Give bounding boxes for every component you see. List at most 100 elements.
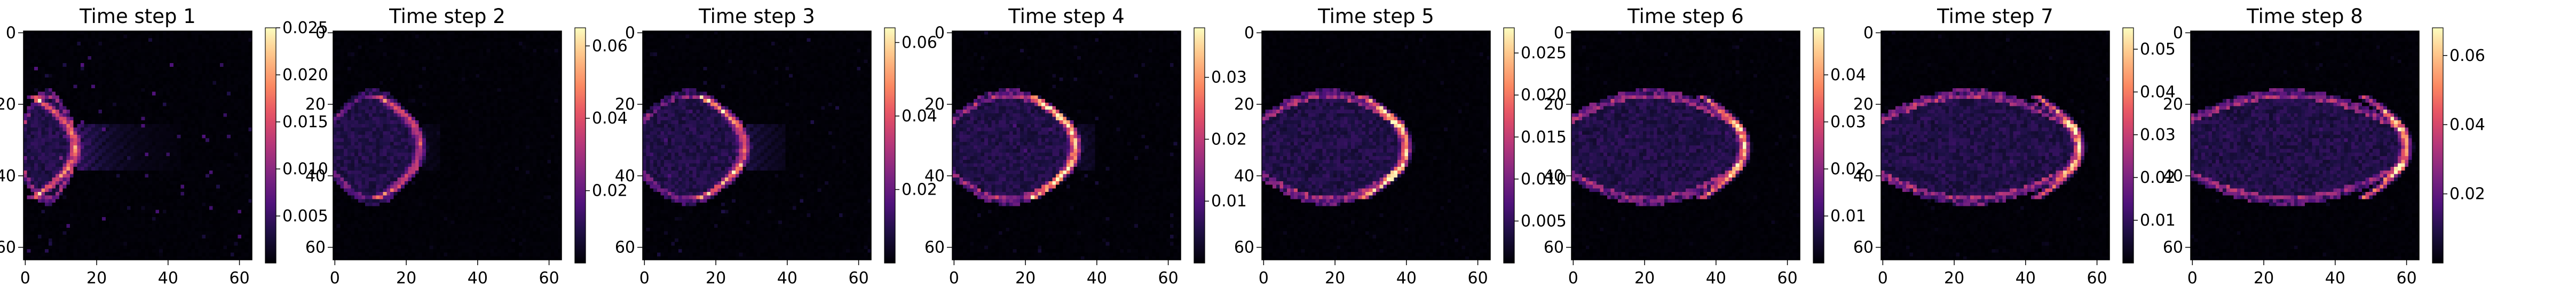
heatmap-cell xyxy=(220,224,224,228)
heatmap-cell xyxy=(472,60,476,64)
heatmap-cell xyxy=(138,110,141,113)
heatmap-cell xyxy=(430,78,433,81)
heatmap-cell xyxy=(113,56,116,60)
heatmap-cell xyxy=(177,217,181,221)
heatmap-cell xyxy=(433,45,437,49)
heatmap-cell xyxy=(195,110,199,113)
heatmap-cell xyxy=(216,253,220,257)
heatmap-cell xyxy=(38,210,42,213)
heatmap-cell xyxy=(216,235,220,238)
heatmap-cell xyxy=(49,217,52,221)
heatmap-cell xyxy=(180,84,184,88)
heatmap-cell xyxy=(501,60,504,64)
heatmap-cell xyxy=(202,203,206,206)
heatmap-cell xyxy=(41,245,45,249)
heatmap-cell xyxy=(131,113,135,117)
heatmap-cell xyxy=(362,63,366,67)
heatmap-cell xyxy=(30,163,34,167)
heatmap-cell xyxy=(70,95,74,99)
heatmap-cell xyxy=(120,188,124,192)
heatmap-cell xyxy=(123,245,127,249)
heatmap-cell xyxy=(195,238,199,242)
heatmap-cell xyxy=(152,78,156,81)
heatmap-cell xyxy=(209,210,213,213)
heatmap-cell xyxy=(77,113,81,117)
heatmap-cell xyxy=(220,145,224,149)
heatmap-cell xyxy=(170,174,173,178)
heatmap-cell xyxy=(354,49,358,52)
heatmap-cell xyxy=(419,35,423,38)
heatmap-cell xyxy=(238,38,241,42)
heatmap-cell xyxy=(167,231,170,235)
heatmap-cell xyxy=(188,63,192,67)
heatmap-cell xyxy=(397,49,401,52)
heatmap-cell xyxy=(206,35,209,38)
heatmap-cell xyxy=(206,60,209,64)
heatmap-cell xyxy=(106,152,109,156)
heatmap-cell xyxy=(408,31,412,35)
heatmap-cell xyxy=(41,52,45,56)
heatmap-cell xyxy=(27,192,31,196)
heatmap-cell xyxy=(199,149,202,153)
heatmap-cell xyxy=(63,135,67,138)
heatmap-cell xyxy=(116,131,120,135)
heatmap-cell xyxy=(167,245,170,249)
heatmap-cell xyxy=(227,52,231,56)
heatmap-cell xyxy=(241,228,245,231)
heatmap-cell xyxy=(159,60,163,64)
heatmap-cell xyxy=(206,131,209,135)
heatmap-cell xyxy=(397,74,401,78)
heatmap-cell xyxy=(127,149,131,153)
heatmap-cell xyxy=(184,131,188,135)
heatmap-cell xyxy=(191,63,195,67)
heatmap-cell xyxy=(23,117,27,121)
heatmap-cell xyxy=(209,217,213,221)
heatmap-cell xyxy=(188,38,192,42)
heatmap-cell xyxy=(216,231,220,235)
heatmap-cell xyxy=(131,42,135,45)
heatmap-cell xyxy=(113,163,116,167)
heatmap-cell xyxy=(177,228,181,231)
heatmap-cell xyxy=(155,113,159,117)
heatmap-cell xyxy=(347,42,351,45)
heatmap-cell xyxy=(27,84,31,88)
heatmap-cell xyxy=(77,67,81,71)
heatmap-cell xyxy=(127,185,131,189)
heatmap-cell xyxy=(212,242,216,246)
heatmap-cell xyxy=(145,206,148,210)
heatmap-cell xyxy=(120,160,124,164)
heatmap-cell xyxy=(49,35,52,38)
heatmap-cell xyxy=(159,238,163,242)
heatmap-cell xyxy=(98,224,102,228)
heatmap-cell xyxy=(116,188,120,192)
heatmap-cell xyxy=(141,185,145,189)
heatmap-cell xyxy=(70,120,74,124)
heatmap-cell xyxy=(234,167,238,171)
heatmap-cell xyxy=(209,92,213,96)
heatmap-cell xyxy=(530,63,533,67)
heatmap-cell xyxy=(116,160,120,164)
heatmap-cell xyxy=(88,49,91,52)
heatmap-cell xyxy=(30,156,34,160)
heatmap-cell xyxy=(180,171,184,174)
heatmap-cell xyxy=(113,35,116,38)
heatmap-cell xyxy=(362,38,366,42)
heatmap-cell xyxy=(23,78,27,81)
heatmap-cell xyxy=(66,38,70,42)
heatmap-cell xyxy=(551,52,555,56)
heatmap-cell xyxy=(241,31,245,35)
heatmap-cell xyxy=(74,135,77,138)
heatmap-cell xyxy=(131,52,135,56)
heatmap-cell xyxy=(27,249,31,253)
heatmap-cell xyxy=(209,196,213,199)
heatmap-cell xyxy=(202,174,206,178)
heatmap-cell xyxy=(373,31,376,35)
heatmap-cell xyxy=(145,45,148,49)
heatmap-cell xyxy=(426,56,430,60)
heatmap-cell xyxy=(45,45,49,49)
heatmap-cell xyxy=(155,95,159,99)
heatmap-cell xyxy=(184,238,188,242)
heatmap-cell xyxy=(66,142,70,145)
heatmap-cell xyxy=(238,67,241,71)
heatmap-cell xyxy=(234,145,238,149)
